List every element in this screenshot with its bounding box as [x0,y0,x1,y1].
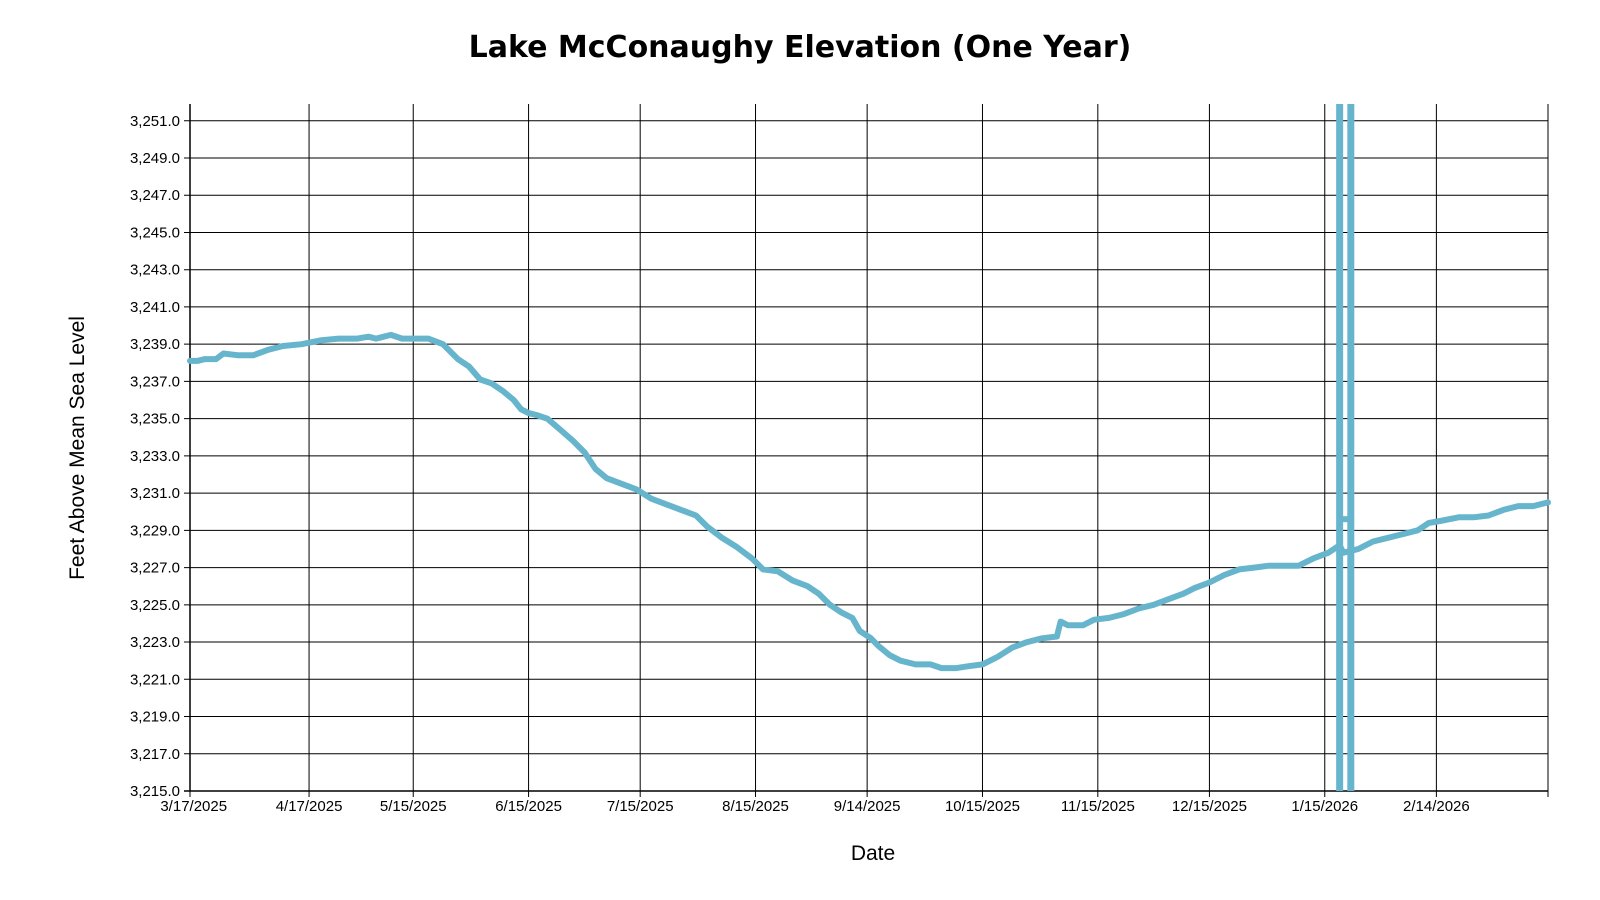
y-tick-label: 3,247.0 [130,187,180,204]
elevation-series-line [187,331,1551,672]
y-tick-label: 3,237.0 [130,373,180,390]
x-tick-label: 6/15/2025 [495,798,562,815]
y-tick-label: 3,219.0 [130,709,180,726]
y-tick-label: 3,215.0 [130,783,180,800]
tick-labels: 3,215.0 3,217.0 3,219.0 3,221.0 3,223.0 3,225… [130,113,1470,815]
y-tick-label: 3,239.0 [130,336,180,353]
grid-lines [184,104,1549,797]
y-tick-label: 3,223.0 [130,634,180,651]
y-tick-label: 3,249.0 [130,150,180,167]
axes [184,104,1548,792]
x-tick-label: 4/17/2025 [276,798,343,815]
x-tick-label: 5/15/2025 [380,798,447,815]
x-tick-label: 3/17/2025 [160,798,227,815]
x-tick-label: 10/15/2025 [945,798,1020,815]
x-tick-label: 8/15/2025 [722,798,789,815]
y-tick-label: 3,241.0 [130,299,180,316]
y-tick-label: 3,243.0 [130,262,180,279]
x-tick-label: 9/14/2025 [834,798,901,815]
y-tick-label: 3,233.0 [130,448,180,465]
x-tick-label: 7/15/2025 [607,798,674,815]
x-axis-title: Date [851,842,895,865]
chart-title: Lake McConaughy Elevation (One Year) [468,30,1132,65]
x-tick-label: 12/15/2025 [1172,798,1247,815]
series-layer [187,104,1551,791]
y-axis-title: Feet Above Mean Sea Level [66,316,89,580]
y-tick-label: 3,251.0 [130,113,180,130]
y-tick-label: 3,217.0 [130,746,180,763]
y-tick-label: 3,231.0 [130,485,180,502]
y-tick-label: 3,245.0 [130,224,180,241]
y-tick-label: 3,225.0 [130,597,180,614]
x-tick-label: 1/15/2026 [1291,798,1358,815]
y-tick-label: 3,227.0 [130,560,180,577]
x-tick-label: 11/15/2025 [1061,798,1135,815]
y-tick-label: 3,229.0 [130,522,180,539]
y-tick-label: 3,221.0 [130,671,180,688]
y-tick-label: 3,235.0 [130,411,180,428]
x-tick-label: 2/14/2026 [1403,798,1470,815]
